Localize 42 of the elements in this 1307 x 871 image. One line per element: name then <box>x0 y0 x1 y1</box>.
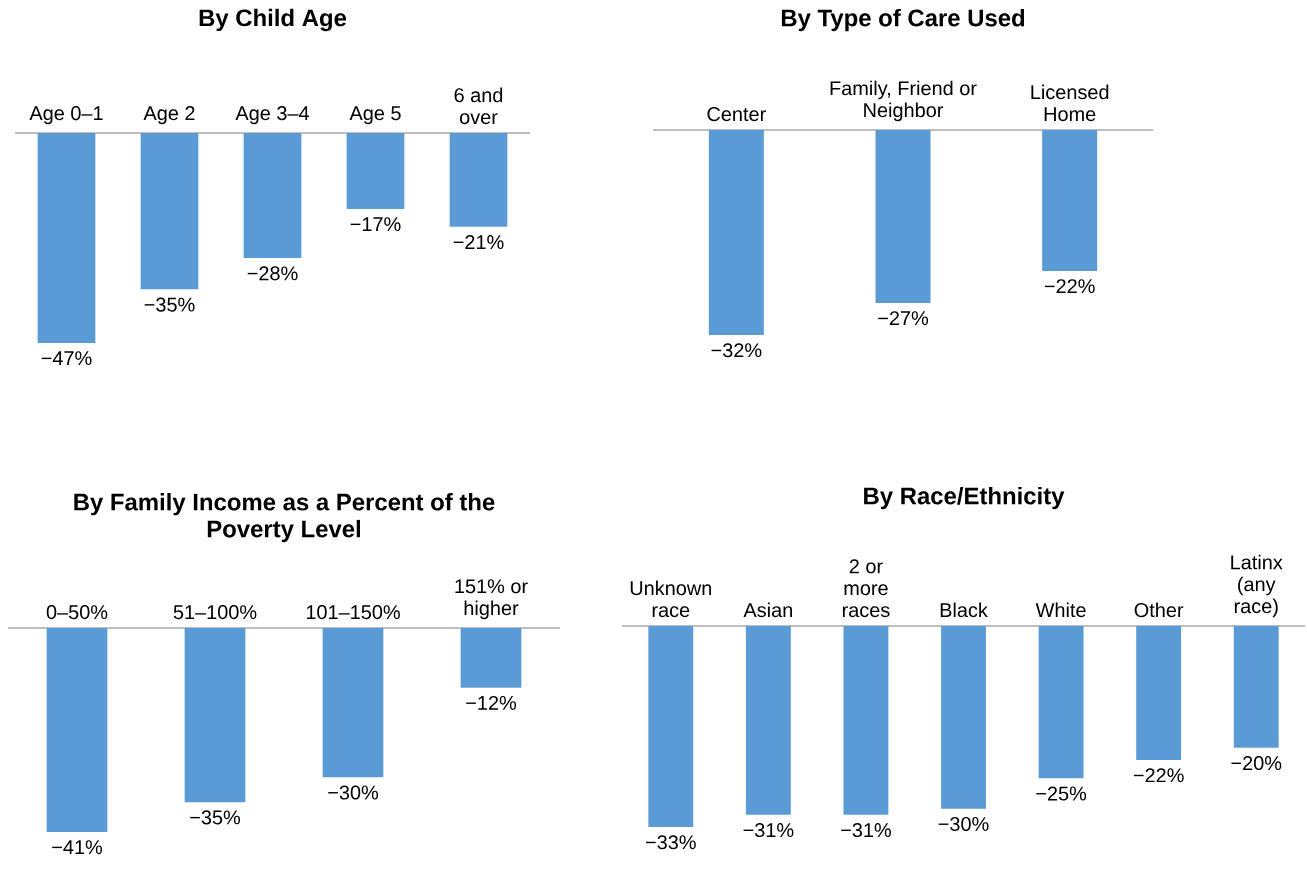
data-label: −30% <box>938 816 989 832</box>
data-label: −30% <box>328 785 379 800</box>
chart-title: By Child Age <box>199 8 347 32</box>
x-tick-label: 6 and over <box>454 87 503 125</box>
data-label: −33% <box>646 835 696 850</box>
data-label: −25% <box>1036 786 1087 801</box>
x-tick-label: 51–100% <box>173 605 257 620</box>
x-tick-label: Licensed Home <box>1031 84 1109 122</box>
data-label: −22% <box>1044 279 1095 294</box>
x-tick-label: Age 3–4 <box>235 106 310 125</box>
x-tick-label: Age 2 <box>143 106 195 125</box>
x-tick-label: Family, Friend or Neighbor <box>830 80 977 122</box>
data-label: −32% <box>711 343 762 358</box>
x-tick-label: 0–50% <box>46 605 108 620</box>
data-label: −22% <box>1133 768 1184 783</box>
chart-title: By Race/Ethnicity <box>864 486 1065 510</box>
data-label: −31% <box>743 823 794 838</box>
x-tick-label: Age 0–1 <box>29 106 103 125</box>
data-label: −12% <box>466 695 517 710</box>
x-tick-label: Asian <box>743 602 792 618</box>
x-tick-label: Latinx (any race) <box>1231 554 1283 618</box>
data-label: −28% <box>247 266 298 281</box>
x-tick-label: Center <box>707 107 766 122</box>
chart-title: By Family Income as a Percent of the Poverty Level <box>74 492 495 543</box>
data-label: −17% <box>350 217 401 232</box>
data-label: −47% <box>41 351 92 366</box>
x-tick-label: Unknown race <box>630 580 712 618</box>
data-label: −21% <box>453 235 504 250</box>
x-tick-label: Age 5 <box>349 106 401 125</box>
x-tick-label: 151% or higher <box>455 579 528 620</box>
x-tick-label: 2 or more races <box>842 559 890 618</box>
data-label: −35% <box>190 810 241 825</box>
chart-title: By Type of Care Used <box>781 8 1025 32</box>
x-tick-label: White <box>1035 602 1086 618</box>
data-label: −27% <box>878 311 929 326</box>
x-tick-label: Black <box>940 602 988 618</box>
x-tick-label: 101–150% <box>306 605 400 620</box>
data-label: −35% <box>144 297 195 312</box>
data-label: −41% <box>52 840 103 855</box>
data-label: −20% <box>1231 756 1282 771</box>
data-label: −31% <box>841 823 891 838</box>
x-tick-label: Other <box>1134 602 1184 618</box>
